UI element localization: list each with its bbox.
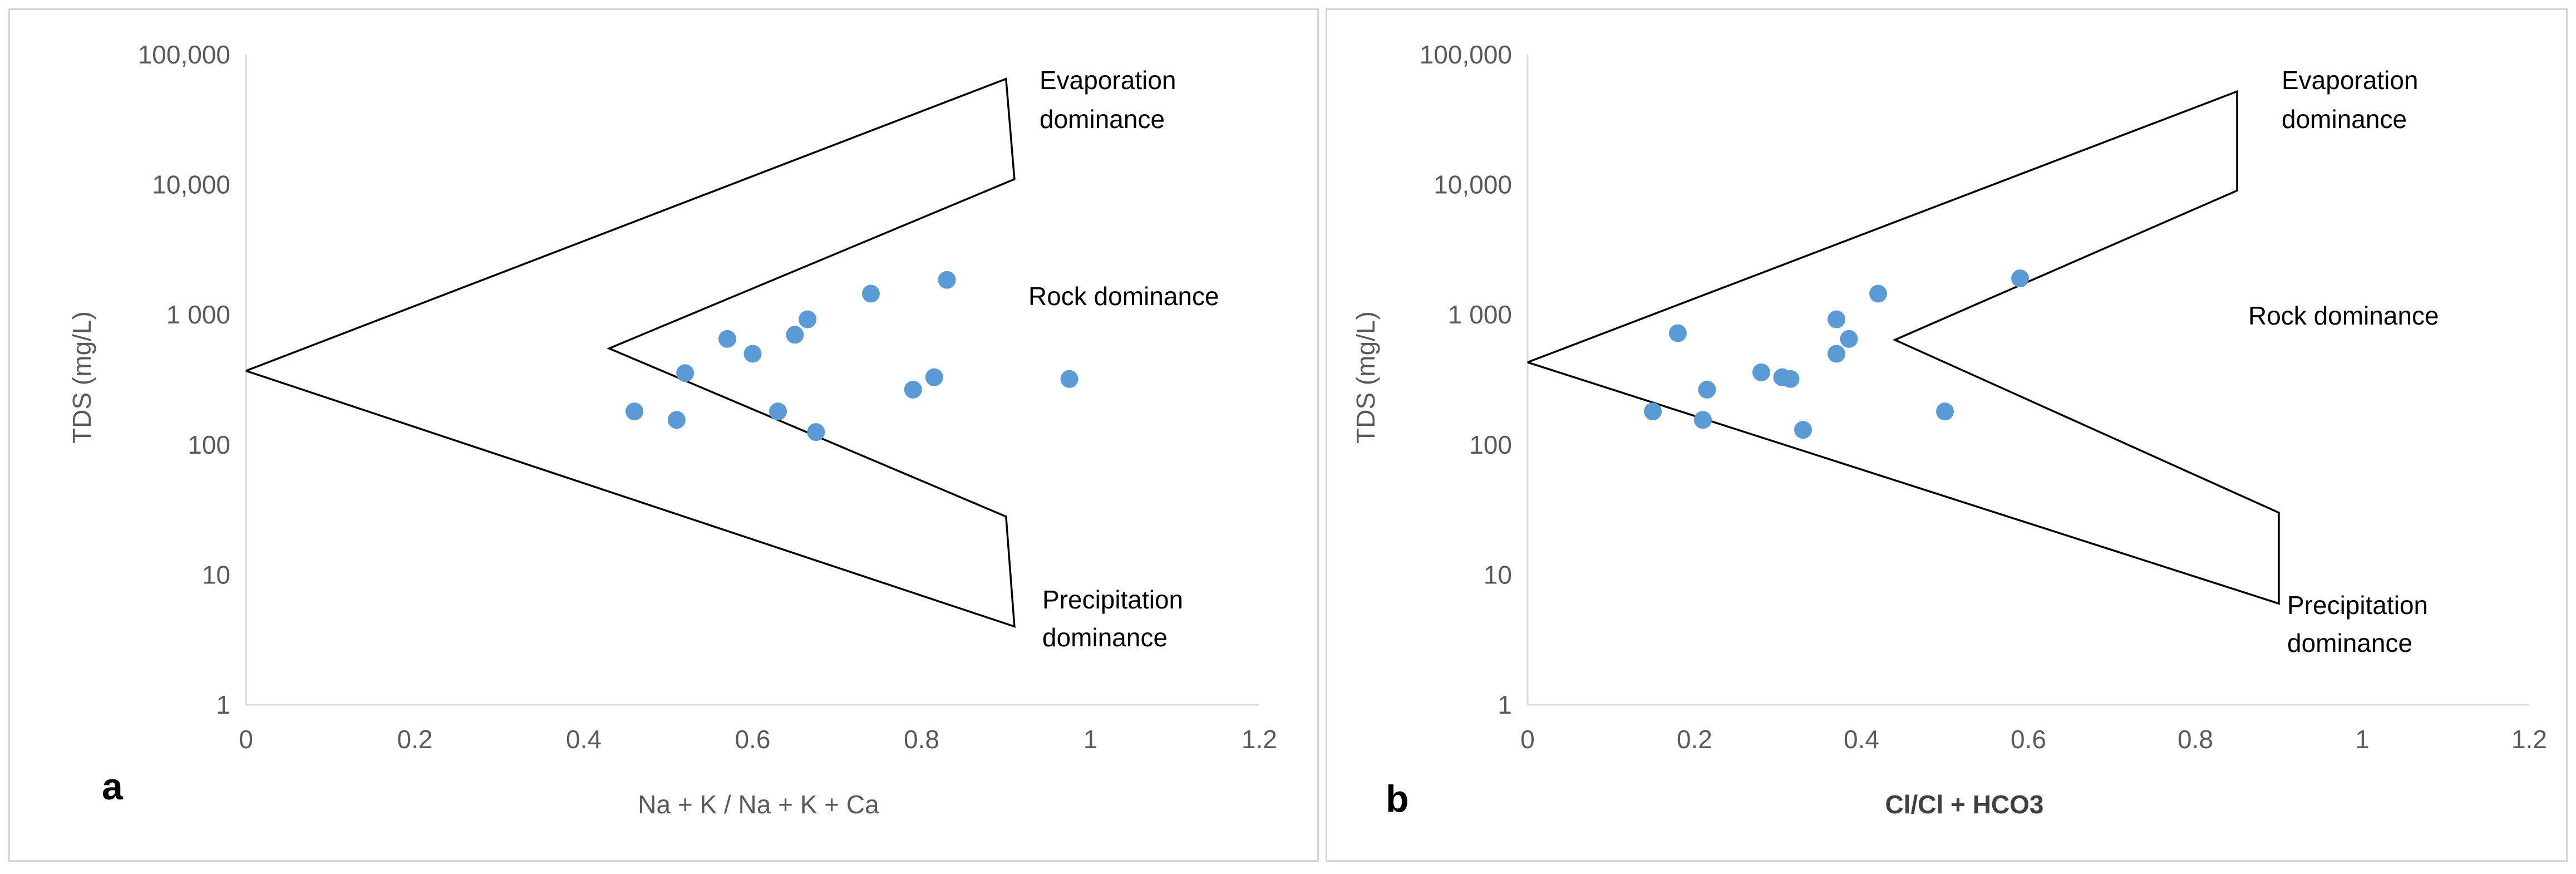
data-point bbox=[1781, 370, 1800, 388]
x-tick-label: 1 bbox=[1083, 725, 1098, 754]
data-point bbox=[676, 364, 695, 382]
chart-panel-a: 0 0.2 0.4 0.6 0.8 1 1.2 1 10 100 1 000 10,000 100,00… bbox=[8, 8, 1319, 862]
data-point bbox=[1752, 363, 1770, 381]
x-tick-label: 0.6 bbox=[2011, 725, 2046, 754]
x-tick-label: 0.8 bbox=[904, 725, 939, 754]
y-axis-title: TDS (mg/L) bbox=[1351, 311, 1380, 444]
data-point bbox=[925, 368, 943, 386]
x-tick-label: 0.6 bbox=[735, 725, 771, 754]
y-tick-label: 1 bbox=[1498, 690, 1512, 719]
x-tick-label: 0.2 bbox=[1677, 725, 1712, 754]
x-tick-label: 1.2 bbox=[1242, 725, 1277, 754]
x-axis-title: Na + K / Na + K + Ca bbox=[638, 790, 879, 819]
y-tick-label: 10 bbox=[202, 560, 230, 589]
x-tick-label: 0.2 bbox=[397, 725, 433, 754]
data-point bbox=[2011, 269, 2029, 288]
region-label: Evaporation bbox=[2282, 66, 2419, 95]
y-tick-label: 100 bbox=[1469, 430, 1512, 459]
data-point bbox=[1669, 324, 1687, 342]
y-tick-label: 10,000 bbox=[152, 170, 230, 199]
y-tick-label: 100,000 bbox=[1420, 40, 1512, 69]
data-point bbox=[1869, 284, 1887, 303]
data-point bbox=[1936, 402, 1954, 421]
x-tick-label: 0.4 bbox=[1844, 725, 1879, 754]
region-label: dominance bbox=[2282, 105, 2407, 134]
data-point bbox=[1828, 310, 1845, 328]
data-point bbox=[718, 330, 736, 348]
data-point bbox=[667, 411, 686, 429]
region-label: Precipitation bbox=[2287, 591, 2428, 620]
region-label: Precipitation bbox=[1042, 585, 1183, 614]
data-point bbox=[904, 380, 922, 399]
x-tick-label: 0 bbox=[1520, 725, 1535, 754]
y-tick-label: 1 bbox=[216, 690, 230, 719]
region-label: Evaporation bbox=[1040, 66, 1176, 95]
data-point bbox=[1644, 402, 1662, 421]
x-tick-label: 1 bbox=[2355, 725, 2370, 754]
y-tick-label: 1 000 bbox=[1448, 300, 1512, 329]
y-tick-label: 10,000 bbox=[1434, 170, 1512, 199]
x-tick-label: 0.8 bbox=[2178, 725, 2213, 754]
gibbs-boundary-line bbox=[245, 77, 1016, 628]
data-point bbox=[807, 423, 825, 441]
region-label: Rock dominance bbox=[2248, 301, 2439, 330]
region-label: dominance bbox=[2287, 629, 2412, 657]
data-point bbox=[743, 345, 762, 363]
x-axis-title: Cl/Cl + HCO3 bbox=[1885, 790, 2043, 819]
y-tick-label: 1 000 bbox=[166, 300, 230, 329]
data-point bbox=[769, 402, 787, 421]
gibbs-diagram-b: 0 0.2 0.4 0.6 0.8 1 1.2 1 10 100 1 000 10,000 100,00… bbox=[1351, 40, 2547, 820]
data-point bbox=[861, 284, 880, 303]
data-point bbox=[799, 310, 817, 328]
data-point bbox=[1060, 370, 1078, 388]
gibbs-boundary-line bbox=[1527, 90, 2280, 605]
y-tick-label: 10 bbox=[1484, 560, 1512, 589]
data-point bbox=[1828, 345, 1845, 363]
chart-panel-b: 0 0.2 0.4 0.6 0.8 1 1.2 1 10 100 1 000 10,000 100,00… bbox=[1326, 8, 2568, 862]
y-axis-title: TDS (mg/L) bbox=[67, 311, 96, 444]
data-point bbox=[625, 402, 644, 421]
y-tick-label: 100,000 bbox=[138, 40, 230, 69]
data-point bbox=[1794, 421, 1812, 439]
x-tick-label: 0 bbox=[239, 725, 253, 754]
panel-label: a bbox=[102, 765, 124, 808]
data-point bbox=[786, 326, 804, 344]
region-label: dominance bbox=[1042, 623, 1168, 652]
gibbs-diagram-a: 0 0.2 0.4 0.6 0.8 1 1.2 1 10 100 1 000 10,000 100,00… bbox=[67, 40, 1277, 819]
data-point bbox=[1694, 411, 1712, 429]
data-point bbox=[1840, 330, 1858, 348]
panel-label: b bbox=[1386, 778, 1409, 820]
x-tick-label: 1.2 bbox=[2511, 725, 2547, 754]
data-point bbox=[1698, 380, 1716, 399]
region-label: dominance bbox=[1040, 105, 1165, 134]
y-tick-label: 100 bbox=[188, 430, 230, 459]
x-tick-label: 0.4 bbox=[566, 725, 602, 754]
data-point bbox=[938, 271, 956, 289]
region-label: Rock dominance bbox=[1028, 282, 1219, 311]
